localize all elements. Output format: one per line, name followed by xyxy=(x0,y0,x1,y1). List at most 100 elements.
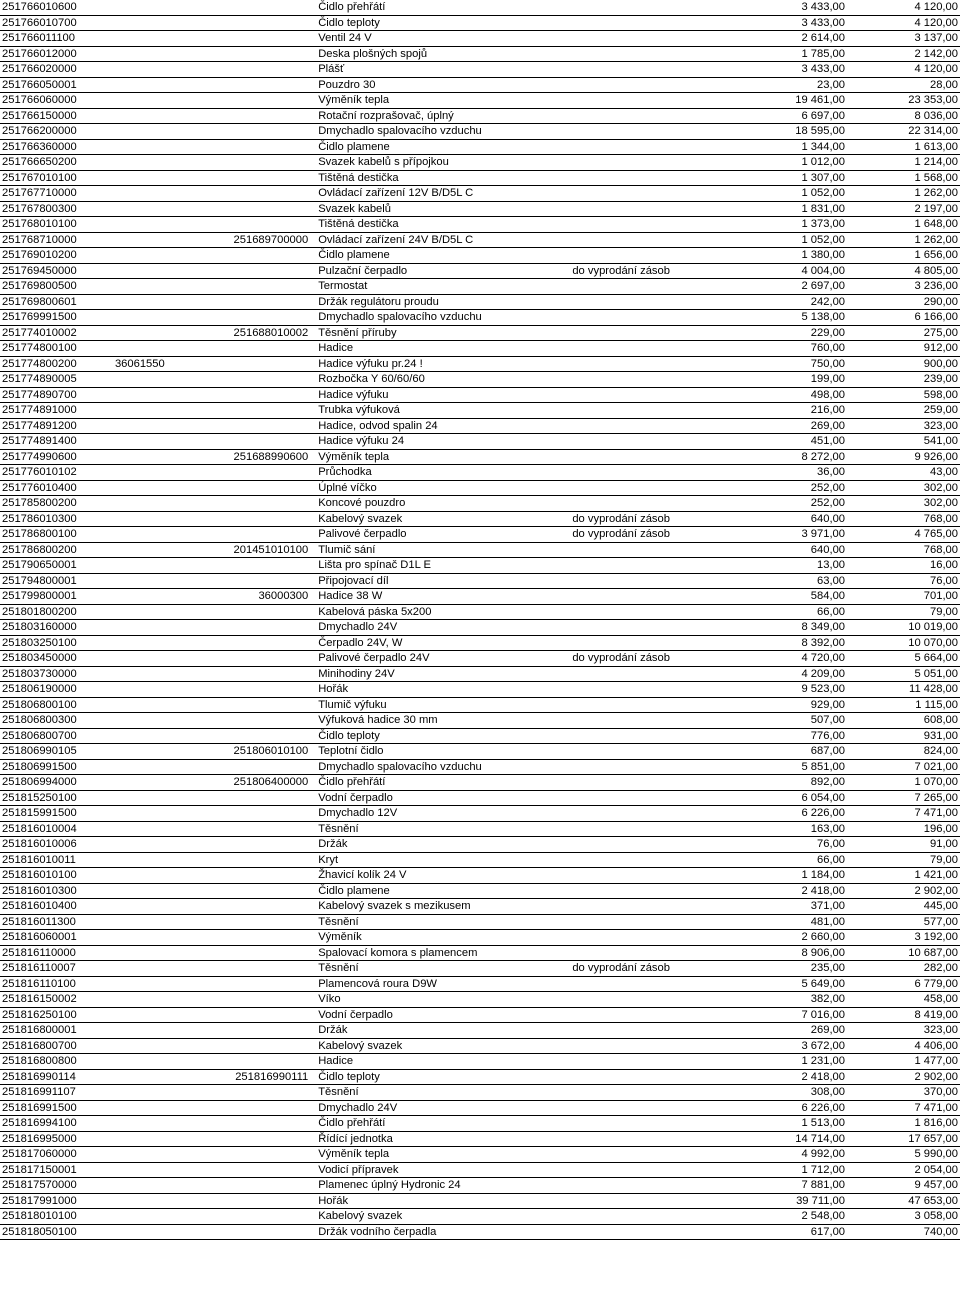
cell-c6: 163,00 xyxy=(734,821,847,837)
cell-c1: 251817060000 xyxy=(0,1147,113,1163)
table-row: 251766200000Dmychadlo spalovacího vzduch… xyxy=(0,124,960,140)
table-row: 251774891200Hadice, odvod spalin 24269,0… xyxy=(0,418,960,434)
cell-c7: 768,00 xyxy=(847,511,960,527)
cell-c5 xyxy=(570,108,734,124)
cell-c7: 239,00 xyxy=(847,372,960,388)
cell-c7: 76,00 xyxy=(847,573,960,589)
cell-c4: Připojovací díl xyxy=(316,573,570,589)
cell-c3 xyxy=(203,108,316,124)
cell-c4: Kabelová páska 5x200 xyxy=(316,604,570,620)
cell-c4: Hadice výfuku 24 xyxy=(316,434,570,450)
cell-c2 xyxy=(113,372,203,388)
cell-c6: 451,00 xyxy=(734,434,847,450)
cell-c2 xyxy=(113,1147,203,1163)
cell-c6: 6 054,00 xyxy=(734,790,847,806)
cell-c3 xyxy=(203,418,316,434)
cell-c7: 701,00 xyxy=(847,589,960,605)
cell-c6: 1 344,00 xyxy=(734,139,847,155)
cell-c1: 251818010100 xyxy=(0,1209,113,1225)
cell-c5 xyxy=(570,0,734,15)
cell-c1: 251816994100 xyxy=(0,1116,113,1132)
cell-c1: 251768710000 xyxy=(0,232,113,248)
cell-c4: Kabelový svazek xyxy=(316,1038,570,1054)
table-row: 251816110007Těsněnído vyprodání zásob235… xyxy=(0,961,960,977)
cell-c1: 251817991000 xyxy=(0,1193,113,1209)
cell-c5 xyxy=(570,77,734,93)
cell-c6: 6 226,00 xyxy=(734,1100,847,1116)
cell-c4: Dmychadlo 24V xyxy=(316,620,570,636)
cell-c5: do vyprodání zásob xyxy=(570,527,734,543)
cell-c3 xyxy=(203,1038,316,1054)
cell-c2 xyxy=(113,279,203,295)
cell-c1: 251766050001 xyxy=(0,77,113,93)
cell-c1: 251816110100 xyxy=(0,976,113,992)
cell-c5 xyxy=(570,759,734,775)
cell-c3 xyxy=(203,294,316,310)
cell-c7: 8 419,00 xyxy=(847,1007,960,1023)
cell-c3 xyxy=(203,527,316,543)
cell-c4: Těsnění xyxy=(316,961,570,977)
cell-c4: Čidlo plamene xyxy=(316,139,570,155)
cell-c3 xyxy=(203,480,316,496)
cell-c4: Hadice 38 W xyxy=(316,589,570,605)
cell-c2 xyxy=(113,232,203,248)
cell-c5 xyxy=(570,496,734,512)
cell-c6: 3 433,00 xyxy=(734,62,847,78)
cell-c5 xyxy=(570,852,734,868)
cell-c2 xyxy=(113,945,203,961)
cell-c2 xyxy=(113,713,203,729)
cell-c6: 929,00 xyxy=(734,697,847,713)
cell-c5 xyxy=(570,356,734,372)
cell-c5 xyxy=(570,465,734,481)
cell-c1: 251815991500 xyxy=(0,806,113,822)
table-row: 251786800100Palivové čerpadlodo vyprodán… xyxy=(0,527,960,543)
table-row: 251816010004Těsnění163,00196,00 xyxy=(0,821,960,837)
table-row: 251818050100Držák vodního čerpadla617,00… xyxy=(0,1224,960,1240)
cell-c7: 11 428,00 xyxy=(847,682,960,698)
cell-c4: Dmychadlo spalovacího vzduchu xyxy=(316,759,570,775)
cell-c5 xyxy=(570,310,734,326)
cell-c7: 1 477,00 xyxy=(847,1054,960,1070)
table-row: 251769800601Držák regulátoru proudu242,0… xyxy=(0,294,960,310)
cell-c5 xyxy=(570,558,734,574)
cell-c1: 251766011100 xyxy=(0,31,113,47)
cell-c3 xyxy=(203,573,316,589)
cell-c5 xyxy=(570,1069,734,1085)
cell-c6: 371,00 xyxy=(734,899,847,915)
cell-c7: 282,00 xyxy=(847,961,960,977)
cell-c5 xyxy=(570,790,734,806)
cell-c1: 251803730000 xyxy=(0,666,113,682)
cell-c4: Dmychadlo 24V xyxy=(316,1100,570,1116)
cell-c2 xyxy=(113,62,203,78)
table-row: 251766360000Čidlo plamene1 344,001 613,0… xyxy=(0,139,960,155)
cell-c3 xyxy=(203,1193,316,1209)
table-row: 251806991500Dmychadlo spalovacího vzduch… xyxy=(0,759,960,775)
cell-c5: do vyprodání zásob xyxy=(570,961,734,977)
cell-c2 xyxy=(113,124,203,140)
cell-c4: Minihodiny 24V xyxy=(316,666,570,682)
cell-c2 xyxy=(113,46,203,62)
cell-c2 xyxy=(113,961,203,977)
cell-c1: 251774890700 xyxy=(0,387,113,403)
cell-c1: 251803160000 xyxy=(0,620,113,636)
cell-c7: 740,00 xyxy=(847,1224,960,1240)
cell-c3 xyxy=(203,635,316,651)
cell-c7: 79,00 xyxy=(847,604,960,620)
cell-c3 xyxy=(203,248,316,264)
cell-c4: Držák xyxy=(316,837,570,853)
cell-c1: 251818050100 xyxy=(0,1224,113,1240)
cell-c3 xyxy=(203,899,316,915)
cell-c6: 269,00 xyxy=(734,1023,847,1039)
cell-c5 xyxy=(570,294,734,310)
table-row: 251767710000Ovládací zařízení 12V B/D5L … xyxy=(0,186,960,202)
table-row: 251806800100Tlumič výfuku929,001 115,00 xyxy=(0,697,960,713)
cell-c6: 3 433,00 xyxy=(734,0,847,15)
cell-c5 xyxy=(570,682,734,698)
table-row: 251766011100Ventil 24 V2 614,003 137,00 xyxy=(0,31,960,47)
cell-c1: 251815250100 xyxy=(0,790,113,806)
cell-c6: 242,00 xyxy=(734,294,847,310)
cell-c3 xyxy=(203,976,316,992)
cell-c3: 251806010100 xyxy=(203,744,316,760)
cell-c7: 4 120,00 xyxy=(847,15,960,31)
cell-c1: 251794800001 xyxy=(0,573,113,589)
